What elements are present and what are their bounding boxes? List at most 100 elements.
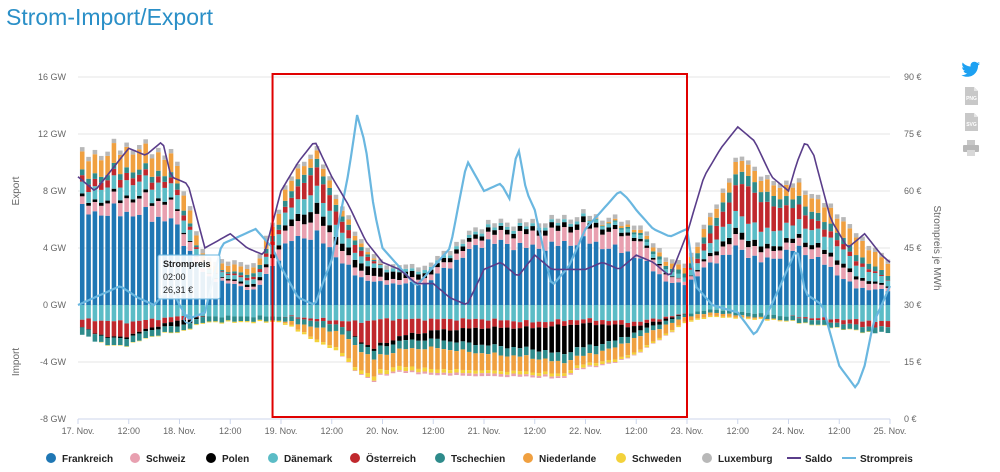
bar-import-polen: [384, 342, 390, 347]
bar-export-schweiz: [460, 250, 466, 258]
bar-export-polen: [340, 243, 345, 251]
bar-import-polen: [657, 321, 662, 325]
bar-import-daenemark: [676, 305, 681, 315]
legend-item-frankreich[interactable]: Frankreich: [46, 453, 113, 465]
bar-import-daenemark: [333, 305, 339, 321]
bar-export-oesterreich: [130, 178, 136, 186]
bar-import-oesterreich: [79, 319, 85, 328]
bar-export-daenemark: [879, 276, 884, 283]
bar-import-daenemark: [346, 305, 351, 322]
bar-import-schweden: [111, 344, 117, 346]
bar-export-polen: [441, 257, 447, 263]
bar-export-tschechien: [872, 266, 878, 272]
bar-export-schweiz: [485, 231, 491, 240]
bar-import-tschechien: [378, 345, 383, 355]
twitter-icon[interactable]: [960, 60, 982, 80]
bar-export-schweiz: [669, 277, 675, 283]
bar-import-daenemark: [828, 305, 834, 320]
bar-export-daenemark: [543, 227, 548, 231]
bar-export-luxemburg: [435, 255, 440, 261]
bar-export-niederlande: [853, 237, 859, 256]
bar-import-polen: [92, 333, 98, 335]
bar-import-schweden: [98, 341, 104, 343]
bar-export-niederlande: [327, 180, 332, 188]
bar-export-luxemburg: [219, 259, 225, 264]
bar-export-niederlande: [822, 207, 827, 223]
bar-import-oesterreich: [130, 321, 136, 334]
bar-export-frankreich: [701, 267, 707, 305]
bar-export-schweiz: [504, 234, 510, 244]
bar-import-polen: [118, 336, 123, 339]
legend-item-schweiz[interactable]: Schweiz: [130, 453, 185, 465]
bar-export-polen: [733, 227, 738, 235]
bar-import-tschechien: [657, 324, 662, 330]
bar-export-schweiz: [187, 241, 193, 251]
bar-export-daenemark: [872, 273, 878, 282]
bar-export-frankreich: [822, 264, 827, 305]
legend-item-luxemburg[interactable]: Luxemburg: [702, 453, 772, 465]
bar-import-niederlande: [758, 316, 764, 319]
bar-export-luxemburg: [809, 193, 815, 199]
bar-export-frankreich: [346, 264, 351, 305]
bar-export-luxemburg: [200, 248, 206, 254]
bar-export-niederlande: [657, 252, 662, 257]
bar-export-daenemark: [263, 256, 269, 265]
print-icon[interactable]: [960, 138, 982, 158]
bar-export-niederlande: [251, 267, 256, 274]
bar-import-niederlande: [441, 349, 447, 370]
bar-export-luxemburg: [492, 223, 497, 228]
bar-import-daenemark: [885, 305, 891, 322]
legend-item-schweden[interactable]: Schweden: [616, 453, 681, 465]
bar-export-daenemark: [504, 226, 510, 230]
bar-import-polen: [574, 324, 580, 348]
legend-item-strompreis[interactable]: Strompreis: [842, 454, 913, 465]
legend-item-oesterreich[interactable]: Österreich: [350, 452, 416, 465]
bar-export-frankreich: [777, 258, 783, 305]
bar-import-oesterreich: [454, 320, 459, 331]
bar-export-polen: [555, 225, 561, 231]
bar-import-niederlande: [460, 349, 466, 370]
bar-export-luxemburg: [517, 218, 523, 223]
bar-import-daenemark: [162, 305, 167, 318]
bar-import-oesterreich: [124, 323, 129, 338]
bar-export-daenemark: [815, 228, 821, 243]
bar-export-schweiz: [536, 235, 542, 249]
bar-import-oesterreich: [162, 317, 167, 324]
bar-export-niederlande: [739, 160, 745, 172]
bar-export-daenemark: [568, 223, 573, 227]
bar-export-niederlande: [111, 143, 117, 163]
bar-import-oesterreich: [536, 321, 542, 328]
bar-export-oesterreich: [739, 184, 745, 217]
bar-export-schweiz: [435, 267, 440, 274]
png-download-icon[interactable]: PNG: [960, 86, 982, 106]
bar-import-tschechien: [409, 339, 415, 349]
bar-export-daenemark: [676, 273, 681, 278]
legend-item-daenemark[interactable]: Dänemark: [268, 453, 333, 465]
bar-export-schweiz: [111, 191, 117, 204]
bar-export-luxemburg: [321, 164, 326, 169]
bar-export-luxemburg: [485, 219, 491, 225]
bar-export-schweiz: [727, 244, 732, 255]
bar-export-polen: [428, 269, 434, 275]
bar-import-tschechien: [790, 315, 796, 321]
legend-item-saldo[interactable]: Saldo: [787, 454, 832, 465]
bar-export-luxemburg: [866, 245, 872, 251]
bar-import-daenemark: [289, 305, 294, 316]
bar-export-polen: [435, 263, 440, 268]
bar-import-niederlande: [707, 312, 713, 316]
bar-import-oesterreich: [409, 318, 415, 333]
bar-export-tschechien: [79, 169, 85, 176]
bar-import-oesterreich: [562, 321, 567, 327]
legend-item-tschechien[interactable]: Tschechien: [435, 453, 505, 465]
legend-item-polen[interactable]: Polen: [206, 453, 249, 465]
bar-export-frankreich: [631, 257, 637, 305]
bar-export-schweiz: [79, 196, 85, 204]
bar-import-polen: [105, 337, 110, 338]
bar-export-luxemburg: [143, 139, 148, 144]
svg-download-icon[interactable]: SVG: [960, 112, 982, 132]
bar-export-daenemark: [378, 264, 383, 269]
bar-export-niederlande: [860, 240, 865, 258]
y-tick-left: 12 GW: [38, 129, 67, 139]
legend-item-niederlande[interactable]: Niederlande: [523, 453, 597, 465]
bar-export-polen: [301, 214, 307, 225]
